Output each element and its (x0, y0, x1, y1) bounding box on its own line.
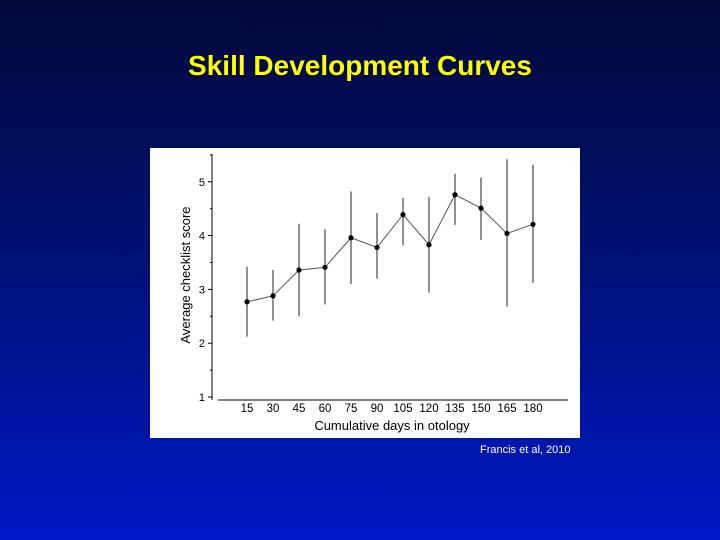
y-tick-label: 5 (199, 177, 205, 189)
data-point (348, 235, 354, 241)
data-point (504, 230, 510, 237)
data-point (322, 264, 328, 270)
x-tick-label: 180 (523, 403, 542, 415)
y-axis-ticks: 1 2 3 4 5 (199, 154, 212, 404)
x-tick-label: 105 (393, 403, 412, 415)
x-tick-label: 45 (293, 403, 306, 415)
y-axis-label: Average checklist score (178, 206, 193, 343)
x-tick-label: 135 (445, 403, 464, 415)
data-point (374, 244, 380, 251)
x-tick-label: 120 (419, 403, 438, 415)
x-tick-label: 150 (471, 403, 490, 415)
data-point (426, 242, 432, 248)
x-axis-ticks: 15 30 45 60 75 90 105 120 135 150 165 180 (241, 403, 543, 415)
series-line (246, 194, 534, 303)
x-tick-label: 15 (241, 403, 254, 415)
data-point (452, 192, 458, 198)
slide-title: Skill Development Curves (188, 50, 532, 81)
data-point (296, 267, 302, 273)
citation: Francis et al, 2010 (480, 444, 571, 456)
y-tick-label: 2 (199, 338, 205, 350)
x-tick-label: 30 (267, 403, 280, 415)
data-point (270, 293, 276, 299)
x-tick-label: 165 (497, 403, 516, 415)
error-bars (246, 159, 534, 337)
x-axis-label: Cumulative days in otology (314, 418, 470, 433)
data-points (244, 192, 536, 305)
y-tick-label: 3 (199, 284, 205, 296)
data-point (244, 299, 250, 305)
x-tick-label: 60 (319, 403, 332, 415)
data-point (530, 221, 536, 227)
y-tick-label: 4 (199, 231, 205, 243)
y-tick-label: 1 (199, 392, 205, 404)
x-tick-label: 75 (345, 403, 358, 415)
data-point (400, 212, 406, 218)
x-tick-label: 90 (371, 403, 384, 415)
data-point (478, 205, 484, 211)
